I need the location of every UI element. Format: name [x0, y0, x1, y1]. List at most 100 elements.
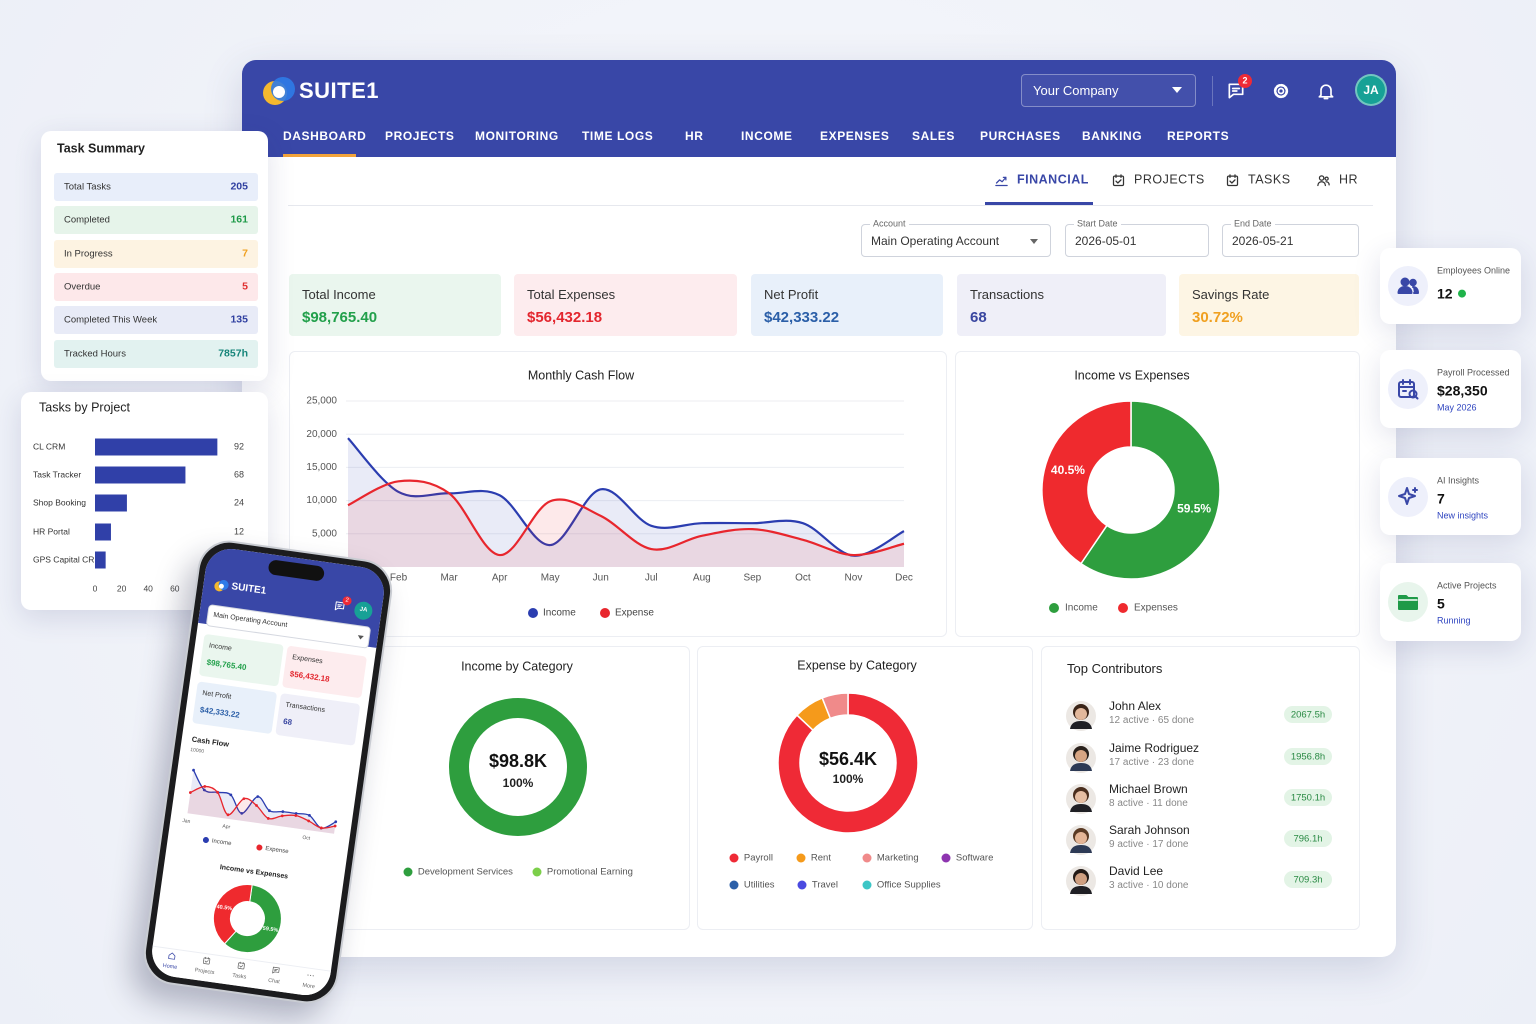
- summary-row: [54, 306, 258, 334]
- series-point: [294, 814, 298, 817]
- icon-part: [1228, 173, 1236, 184]
- stat-label: Employees Online: [1437, 265, 1511, 276]
- income-category-chart: Development Services Promotional Earning: [403, 695, 633, 878]
- legend-swatch: [403, 867, 413, 877]
- x-tick-label: 40: [143, 583, 153, 593]
- avatar-body: [1070, 804, 1092, 812]
- summary-value: 205: [230, 180, 248, 193]
- tab[interactable]: FINANCIAL: [1017, 172, 1089, 187]
- series-point: [216, 790, 219, 794]
- nav-item[interactable]: MONITORING: [475, 128, 559, 143]
- contributor-hours: 709.3h: [1293, 873, 1323, 885]
- icon-part: [1398, 381, 1415, 398]
- icon-part: [1114, 173, 1122, 184]
- chart-title: Expense by Category: [797, 658, 917, 673]
- series-point: [192, 768, 195, 772]
- legend-swatch: [1118, 603, 1128, 613]
- legend-label: Income: [211, 838, 232, 847]
- stat-label: AI Insights: [1437, 475, 1480, 486]
- filter-field[interactable]: [861, 224, 1051, 257]
- filter-field[interactable]: [1065, 224, 1209, 257]
- caret: [357, 635, 364, 640]
- filter-label: Account: [870, 218, 909, 230]
- legend-swatch: [797, 880, 807, 890]
- chart-title: Income by Category: [461, 659, 573, 674]
- nav-item[interactable]: HR: [685, 128, 704, 143]
- legend-swatch: [796, 853, 806, 863]
- legend-label: Office Supplies: [877, 880, 941, 891]
- y-tick-label: Shop Booking: [33, 497, 86, 507]
- company-select[interactable]: [1021, 74, 1196, 107]
- nav-item[interactable]: BANKING: [1082, 128, 1143, 143]
- caret: [1030, 239, 1038, 244]
- kpi-card: [289, 274, 501, 336]
- tab[interactable]: HR: [1339, 172, 1359, 187]
- summary-label: Completed This Week: [64, 314, 158, 326]
- stat-icon-bg: [1388, 369, 1428, 409]
- tab[interactable]: PROJECTS: [1134, 172, 1205, 187]
- y-tick-label: CL CRM: [33, 441, 65, 451]
- nav-item[interactable]: PURCHASES: [980, 128, 1061, 143]
- legend-label: Expense: [265, 846, 290, 855]
- avatar-photo: [1066, 825, 1096, 855]
- nav-item[interactable]: TIME LOGS: [582, 128, 654, 143]
- y-tick-label: 10,000: [306, 495, 337, 506]
- series-area: [187, 770, 336, 834]
- contributor-hours: 1750.1h: [1290, 791, 1326, 803]
- nav-item[interactable]: SALES: [912, 128, 956, 143]
- filter-field[interactable]: [1222, 224, 1359, 257]
- kpi-label: Net Profit: [764, 287, 819, 303]
- legend-label: Promotional Earning: [547, 867, 633, 878]
- series-area: [348, 480, 904, 567]
- phone-nav-item[interactable]: Chat: [267, 977, 281, 986]
- hours-pill: [1284, 789, 1332, 806]
- avatar-photo: [1066, 743, 1096, 773]
- y-tick-label: Task Tracker: [33, 469, 81, 479]
- tab[interactable]: TASKS: [1248, 172, 1291, 187]
- avatar-body: [1070, 721, 1092, 729]
- bar: [95, 551, 106, 569]
- summary-row: [54, 273, 258, 301]
- series-point: [203, 785, 207, 788]
- stat-value: 12: [1437, 286, 1466, 303]
- nav-item[interactable]: EXPENSES: [820, 128, 890, 143]
- x-tick-label: Jun: [593, 573, 609, 584]
- x-tick-label: Jul: [645, 573, 658, 584]
- icon-part: [1400, 277, 1410, 287]
- series-point: [255, 804, 258, 807]
- donut-center-label: 100%: [832, 771, 864, 786]
- y-tick-label: 5,000: [312, 528, 337, 539]
- nav-item[interactable]: REPORTS: [1167, 128, 1230, 143]
- nav-item[interactable]: DASHBOARD: [283, 128, 367, 143]
- stat-label: Active Projects: [1437, 580, 1497, 591]
- icon-part: [1231, 87, 1241, 92]
- chart-title: Monthly Cash Flow: [527, 368, 635, 383]
- icon: [167, 952, 175, 960]
- legend-label: Software: [956, 853, 994, 864]
- phone-cash-flow-chart: Jan Apr Oct Income Expense: [182, 768, 338, 855]
- avatar[interactable]: [1355, 74, 1387, 106]
- nav-item[interactable]: INCOME: [741, 128, 793, 143]
- summary-row: [54, 340, 258, 368]
- series-point: [308, 814, 311, 817]
- cash-flow-card: [289, 351, 947, 637]
- x-tick-label: 20: [117, 583, 127, 593]
- icon: [307, 973, 314, 976]
- data-label: 24: [234, 497, 244, 507]
- kpi-card: [514, 274, 737, 336]
- nav-item[interactable]: PROJECTS: [385, 128, 455, 143]
- icon-part: [1273, 83, 1289, 99]
- summary-row: [54, 240, 258, 268]
- x-tick-label: Apr: [222, 824, 231, 831]
- donut-center-label: 100%: [502, 775, 534, 790]
- logo-part: [273, 86, 285, 98]
- caret-shape: [357, 635, 364, 640]
- kpi-value: 30.72%: [1192, 309, 1243, 326]
- icon-part: [271, 966, 280, 973]
- summary-row: [54, 206, 258, 234]
- avatar-photo: [1066, 866, 1096, 896]
- series-point: [334, 820, 338, 824]
- legend-swatch: [941, 853, 951, 863]
- section-title: Task Summary: [57, 141, 146, 156]
- phone-income-vs-expenses: 59.5% 40.5%: [212, 884, 282, 954]
